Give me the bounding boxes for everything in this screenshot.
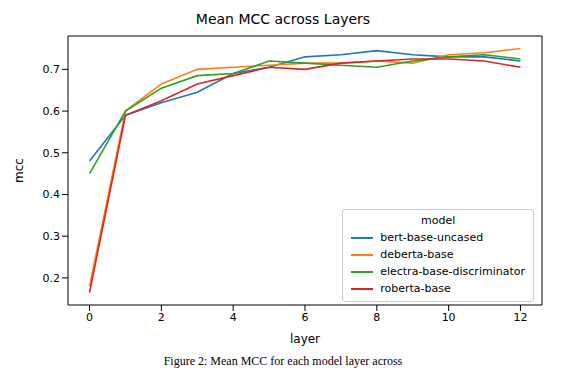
svg-text:0.5: 0.5	[43, 147, 61, 160]
svg-text:12: 12	[513, 311, 527, 324]
svg-text:8: 8	[373, 311, 380, 324]
svg-text:6: 6	[302, 311, 309, 324]
html-text:Mean MCC across Layers: Mean MCC across Layers	[195, 11, 371, 27]
html-text:deberta-base: deberta-base	[380, 248, 454, 261]
svg-text:0.6: 0.6	[43, 105, 61, 118]
svg-text:10: 10	[442, 311, 456, 324]
svg-text:mcc: mcc	[12, 158, 26, 183]
svg-text:0.3: 0.3	[43, 230, 61, 243]
svg-text:0.7: 0.7	[43, 63, 61, 76]
html-text:electra-base-discriminator: electra-base-discriminator	[380, 265, 525, 278]
html-text:roberta-base: roberta-base	[380, 282, 451, 295]
html-text:bert-base-uncased: bert-base-uncased	[380, 231, 484, 244]
svg-text:0.2: 0.2	[43, 272, 61, 285]
svg-text:0.4: 0.4	[43, 188, 61, 201]
svg-text:2: 2	[158, 311, 165, 324]
svg-text:layer: layer	[290, 332, 320, 346]
html-text:model: model	[421, 214, 456, 227]
svg-text:4: 4	[230, 311, 237, 324]
svg-text:0: 0	[86, 311, 93, 324]
html-text:Figure 2: Mean MCC for each mo: Figure 2: Mean MCC for each model layer …	[163, 354, 403, 368]
